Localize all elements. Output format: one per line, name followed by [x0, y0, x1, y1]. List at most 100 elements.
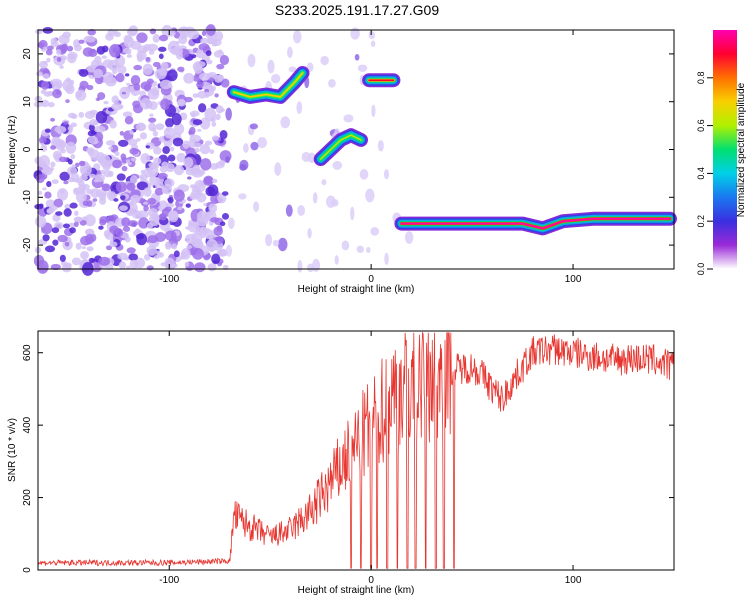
- noise-blob: [42, 46, 49, 51]
- noise-blob: [201, 81, 212, 91]
- noise-blob: [133, 83, 141, 91]
- noise-blob: [147, 88, 160, 100]
- noise-blob: [139, 90, 146, 97]
- noise-blob: [148, 117, 157, 123]
- noise-blob: [307, 228, 312, 239]
- noise-blob: [63, 180, 69, 185]
- noise-blob: [285, 204, 293, 217]
- noise-blob: [50, 161, 56, 168]
- noise-blob: [89, 109, 98, 116]
- noise-blob: [193, 142, 202, 148]
- noise-blob: [41, 80, 50, 90]
- noise-blob: [117, 252, 128, 260]
- colorbar-tick-label: 0.8: [696, 72, 706, 85]
- snr-y-label: SNR (10 * v/v): [7, 418, 18, 482]
- noise-blob: [145, 145, 150, 149]
- noise-blob: [186, 245, 193, 249]
- noise-blob: [145, 56, 151, 62]
- noise-blob: [354, 53, 360, 61]
- noise-blob: [49, 167, 55, 171]
- noise-blob: [171, 46, 183, 56]
- noise-blob: [50, 145, 57, 150]
- noise-blob: [45, 48, 53, 56]
- snr-series-line: [37, 331, 675, 569]
- spectrogram-y-tick-label: 20: [22, 48, 33, 60]
- noise-blob: [38, 60, 48, 69]
- noise-blob: [63, 262, 72, 269]
- noise-blob: [89, 149, 100, 161]
- noise-blob: [73, 221, 79, 228]
- noise-blob: [265, 234, 273, 247]
- noise-blob: [129, 259, 139, 270]
- noise-blob: [206, 37, 214, 45]
- noise-blob: [371, 104, 376, 118]
- noise-blob: [201, 30, 207, 36]
- noise-blob: [215, 105, 224, 114]
- noise-blob: [107, 59, 120, 71]
- spectrogram-x-tick-label: 100: [565, 274, 582, 285]
- noise-blob: [136, 122, 147, 132]
- noise-blob: [164, 257, 176, 271]
- noise-blob: [94, 125, 106, 134]
- noise-blob: [147, 165, 159, 178]
- noise-blob: [198, 72, 211, 81]
- noise-blob: [42, 73, 50, 79]
- noise-blob: [56, 188, 69, 201]
- noise-blob: [203, 203, 208, 206]
- noise-blob: [80, 167, 88, 174]
- noise-blob: [63, 208, 72, 217]
- noise-blob: [158, 46, 167, 52]
- noise-blob: [136, 181, 148, 191]
- noise-blob: [44, 191, 52, 199]
- noise-blob: [189, 184, 196, 189]
- noise-blob: [126, 82, 131, 86]
- snr-y-tick-label: 600: [22, 344, 33, 361]
- noise-blob: [247, 53, 256, 68]
- noise-blob: [184, 261, 190, 267]
- noise-blob: [350, 27, 360, 40]
- noise-blob: [87, 130, 96, 137]
- noise-blob: [193, 63, 203, 74]
- noise-blob: [164, 206, 172, 212]
- noise-blob: [36, 160, 47, 167]
- noise-blob: [50, 117, 55, 122]
- noise-blob: [59, 65, 64, 69]
- noise-blob: [146, 265, 154, 271]
- spectrogram-x-label: Height of straight line (km): [298, 284, 415, 295]
- noise-blob: [93, 179, 99, 183]
- noise-blob: [88, 49, 98, 58]
- noise-blob: [219, 54, 230, 66]
- noise-blob: [85, 35, 96, 43]
- noise-blob: [98, 154, 111, 168]
- noise-blob: [132, 212, 144, 219]
- noise-blob: [210, 217, 220, 223]
- noise-blob: [158, 34, 169, 42]
- spectrogram-x-tick-label: 0: [368, 274, 374, 285]
- noise-blob: [193, 262, 206, 273]
- noise-blob: [67, 158, 73, 165]
- noise-blob: [127, 220, 139, 227]
- noise-blob: [69, 79, 75, 85]
- noise-blob: [267, 59, 275, 74]
- noise-blob: [128, 253, 139, 261]
- noise-blob: [71, 257, 82, 266]
- noise-blob: [204, 107, 217, 122]
- noise-blob: [75, 162, 80, 168]
- noise-blob: [274, 162, 282, 176]
- noise-blob: [167, 196, 174, 204]
- noise-blob: [149, 113, 154, 117]
- noise-blob: [59, 189, 65, 194]
- noise-blob: [98, 225, 104, 230]
- noise-blob: [126, 182, 136, 191]
- noise-blob: [132, 100, 141, 109]
- noise-blob: [370, 40, 376, 47]
- noise-blob: [105, 245, 113, 251]
- noise-blob: [366, 246, 371, 253]
- noise-blob: [297, 205, 306, 217]
- noise-blob: [93, 68, 103, 79]
- noise-blob: [121, 91, 127, 95]
- noise-blob: [211, 253, 221, 265]
- noise-blob: [46, 45, 54, 51]
- noise-blob: [172, 137, 184, 147]
